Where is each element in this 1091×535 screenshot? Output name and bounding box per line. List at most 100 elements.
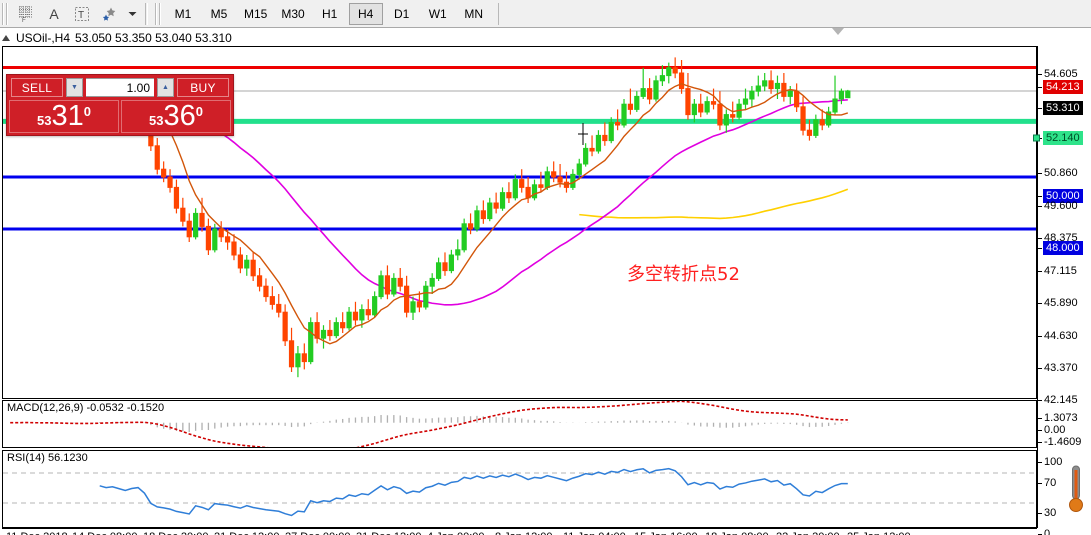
timeframe-d1[interactable]: D1: [394, 6, 410, 21]
candle-body: [333, 322, 339, 337]
sell-price-fraction: 0: [83, 104, 91, 119]
candle-body: [813, 119, 819, 136]
candle-body: [276, 303, 282, 313]
chart-text-annotation[interactable]: 多空转折点52: [627, 264, 740, 285]
rsi-line: [99, 467, 848, 517]
rsi-pane[interactable]: RSI(14) 56.1230: [2, 450, 1037, 528]
chart-window: USOil-,H4 53.050 53.350 53.040 53.310: [0, 28, 1091, 535]
timeframe-mn[interactable]: MN: [464, 6, 484, 21]
candle-body: [474, 210, 480, 230]
candle-body: [525, 186, 531, 199]
time-axis-label: 4 Jan 00:00: [427, 531, 485, 535]
timeframe-h1[interactable]: H1: [322, 6, 338, 21]
candle-body: [410, 301, 416, 313]
macd-pane[interactable]: MACD(12,26,9) -0.0532 -0.1520: [2, 400, 1037, 448]
one-click-trading-panel[interactable]: SELL ▼ 1.00 ▲ BUY 53 31 0 53 36 0: [6, 74, 234, 136]
price-axis-tick: [1038, 238, 1042, 239]
candle-body: [646, 88, 653, 100]
price-axis-label: 70: [1044, 477, 1057, 489]
candle-body: [608, 121, 614, 142]
svg-text:T: T: [78, 10, 84, 21]
timeframe-w1[interactable]: W1: [428, 6, 447, 21]
candle-body: [602, 134, 608, 142]
chart-symbol-label: USOil-,H4: [16, 31, 71, 45]
price-axis-tick: [1038, 462, 1042, 463]
candle-body: [244, 259, 250, 269]
text-box-icon[interactable]: T: [68, 1, 96, 27]
timeframe-h4[interactable]: H4: [348, 2, 383, 25]
price-axis-label: 30: [1044, 507, 1057, 519]
candle-body: [173, 186, 180, 209]
objects-icon[interactable]: [96, 1, 124, 27]
candle-body: [698, 103, 704, 113]
time-axis-label: 11 Jan 04:00: [563, 531, 626, 535]
price-axis-label: 0: [1044, 528, 1051, 535]
timeframe-grip[interactable]: [155, 2, 162, 25]
timeframe-m5[interactable]: M5: [210, 6, 228, 21]
candle-body: [384, 275, 391, 295]
timeframe-m1[interactable]: M1: [174, 6, 192, 21]
candle-body: [512, 179, 518, 199]
timeframe-m30[interactable]: M30: [281, 6, 305, 21]
price-axis-badge: 48.000: [1043, 241, 1083, 255]
trade-panel-controls: SELL ▼ 1.00 ▲ BUY: [7, 75, 233, 100]
buy-button[interactable]: BUY: [177, 78, 229, 97]
objects-dropdown-icon[interactable]: [124, 1, 140, 27]
candle-body: [429, 277, 435, 287]
candle-body: [717, 103, 723, 126]
price-axis-tick: [1038, 400, 1042, 401]
time-axis[interactable]: 11 Dec 2018 14 Dec 08:00 18 Dec 20:00 21 De…: [2, 528, 1037, 535]
price-axis-label: 1.3073: [1044, 412, 1078, 424]
time-axis-label: 18 Dec 20:00: [143, 531, 208, 535]
candle-body: [269, 296, 275, 305]
text-label-icon[interactable]: A: [49, 5, 59, 22]
time-axis-label: 21 Dec 12:00: [214, 531, 279, 535]
candle-body: [161, 168, 167, 178]
buy-price-display[interactable]: 53 36 0: [121, 100, 231, 133]
candle-body: [154, 145, 160, 170]
price-axis-tick: [1038, 138, 1042, 139]
price-axis-label: 54.605: [1044, 68, 1078, 80]
price-axis-tick: [1038, 513, 1042, 514]
price-level-handle[interactable]: [1033, 134, 1040, 142]
candle-body: [487, 202, 493, 220]
volume-decrement-button[interactable]: ▼: [66, 78, 83, 97]
candle-body: [301, 353, 307, 363]
volume-input[interactable]: 1.00: [86, 78, 154, 97]
svg-text:F: F: [22, 18, 26, 22]
candle-body: [615, 121, 621, 126]
collapse-triangle-icon[interactable]: [2, 35, 10, 41]
rsi-chart-svg: [3, 467, 1036, 517]
candle-body: [666, 67, 672, 77]
candle-body: [634, 95, 640, 110]
candle-body: [806, 129, 813, 136]
candle-body: [378, 275, 384, 298]
sell-button[interactable]: SELL: [11, 78, 63, 97]
candle-body: [781, 82, 787, 97]
candle-body: [755, 85, 761, 92]
candle-body: [199, 212, 205, 227]
toolbar-grip[interactable]: [2, 2, 9, 25]
trade-panel-prices: 53 31 0 53 36 0: [7, 100, 233, 135]
thermometer-icon[interactable]: [1066, 464, 1086, 516]
price-axis[interactable]: 54.605 54.213 53.310 52.140 50.860 50.000 49.6…: [1033, 46, 1083, 535]
buy-price-integer: 53: [149, 113, 164, 128]
price-axis-label: 42.145: [1044, 394, 1078, 406]
sell-price-display[interactable]: 53 31 0: [9, 100, 119, 133]
timeframe-m15[interactable]: M15: [244, 6, 268, 21]
price-axis-tick: [1038, 196, 1042, 197]
candle-body: [621, 103, 627, 126]
price-axis-badge: 53.310: [1043, 101, 1083, 115]
candle-body: [212, 228, 218, 251]
candle-body: [819, 119, 825, 126]
candle-body: [442, 262, 448, 272]
crosshair-grid-icon[interactable]: F: [12, 1, 40, 27]
candle-body: [659, 75, 665, 82]
chart-shift-anchor-icon[interactable]: [832, 28, 844, 35]
price-axis-tick: [1038, 418, 1042, 419]
buy-price-pips: 36: [163, 100, 196, 132]
time-axis-label: 18 Jan 08:00: [705, 531, 769, 535]
candle-body: [653, 80, 659, 100]
volume-increment-button[interactable]: ▲: [157, 78, 174, 97]
candle-body: [186, 220, 192, 238]
